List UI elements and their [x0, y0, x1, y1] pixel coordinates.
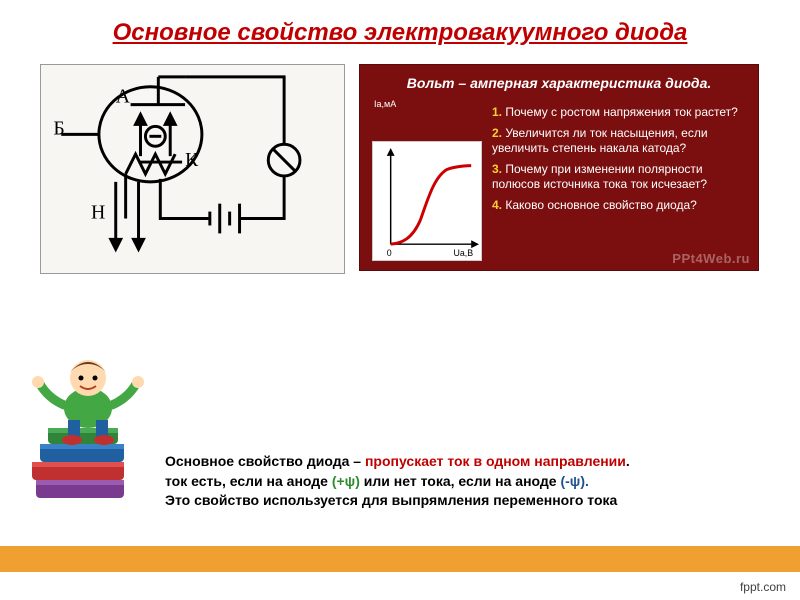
- slide-heading: Вольт – амперная характеристика диода.: [372, 75, 746, 91]
- label-N: Н: [91, 202, 105, 224]
- question-1: 1. Почему с ростом напряжения ток растет…: [492, 105, 746, 120]
- question-2: 2. Увеличится ли ток насыщения, если уве…: [492, 126, 746, 156]
- graph-wrap: Iа,мА 0 Uа,В: [372, 99, 482, 264]
- content-row: А Б К Н Вольт – амперная характеристика …: [0, 56, 800, 274]
- svg-text:Uа,В: Uа,В: [454, 248, 474, 258]
- orange-bar: [0, 546, 800, 572]
- page-title: Основное свойство электровакуумного диод…: [0, 0, 800, 56]
- caption-line-3: Это свойство используется для выпрямлени…: [165, 491, 800, 511]
- label-K: К: [185, 149, 199, 171]
- caption-line-1: Основное свойство диода – пропускает ток…: [165, 452, 800, 472]
- label-A: А: [116, 86, 131, 108]
- caption-line-2: ток есть, если на аноде (+ψ) или нет ток…: [165, 472, 800, 492]
- caption-block: Основное свойство диода – пропускает ток…: [165, 452, 800, 511]
- label-B: Б: [53, 117, 64, 139]
- question-3: 3. Почему при изменении полярности полюс…: [492, 162, 746, 192]
- iv-graph: 0 Uа,В: [372, 141, 482, 261]
- question-4: 4. Каково основное свойство диода?: [492, 198, 746, 213]
- graph-ylabel: Iа,мА: [374, 99, 482, 109]
- iv-slide: Вольт – амперная характеристика диода. I…: [359, 64, 759, 271]
- mascot-illustration: [18, 350, 158, 520]
- question-list: 1. Почему с ростом напряжения ток растет…: [492, 99, 746, 219]
- footer-credit: fppt.com: [740, 580, 786, 594]
- watermark: PPt4Web.ru: [672, 251, 750, 266]
- svg-text:0: 0: [387, 248, 392, 258]
- circuit-diagram: А Б К Н: [40, 64, 345, 274]
